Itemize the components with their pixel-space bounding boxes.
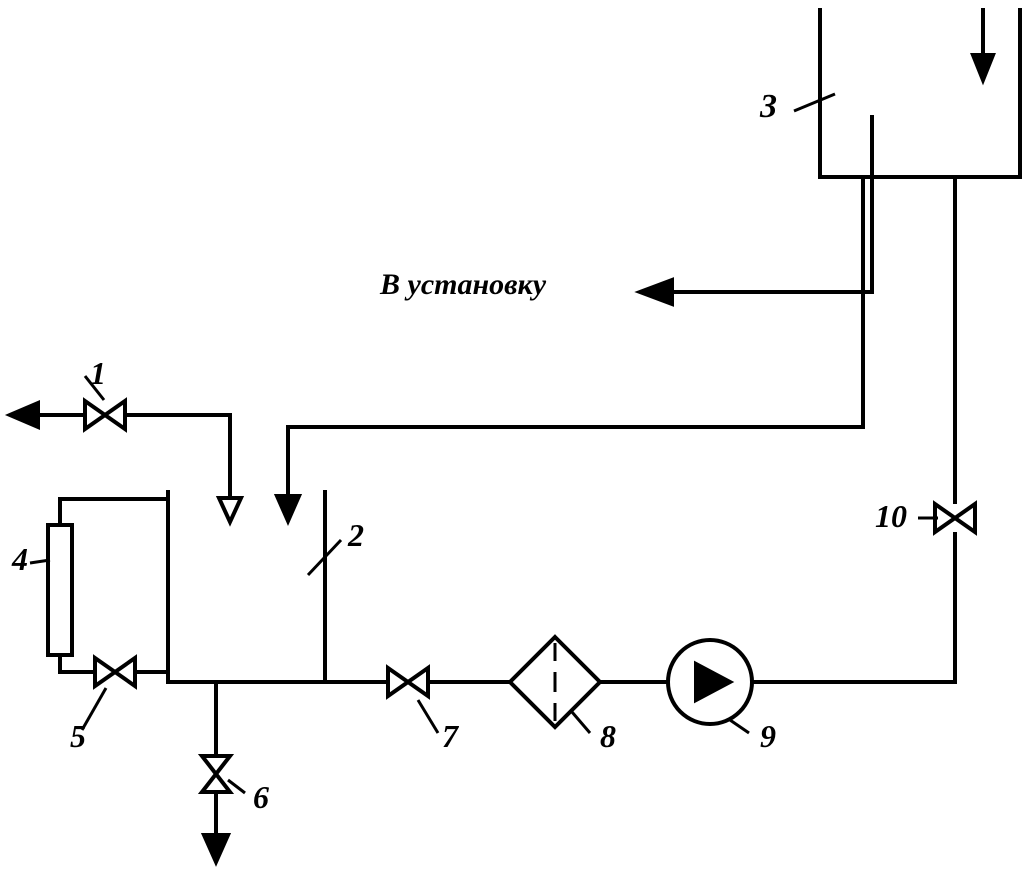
label-8: 8 xyxy=(600,718,616,755)
valve-7 xyxy=(388,668,428,696)
filter-8 xyxy=(510,637,600,727)
flow-text: В установку xyxy=(380,268,546,302)
label-5: 5 xyxy=(70,718,86,755)
tank-3 xyxy=(820,8,1020,177)
column-4 xyxy=(48,525,72,655)
label-7: 7 xyxy=(442,718,458,755)
label-9: 9 xyxy=(760,718,776,755)
label-4: 4 xyxy=(12,541,28,578)
valve-6 xyxy=(202,756,230,792)
tank-2 xyxy=(168,490,325,682)
valve-1 xyxy=(85,401,125,429)
label-3: 3 xyxy=(760,88,777,126)
valve-5 xyxy=(95,658,135,686)
schematic-diagram xyxy=(0,0,1033,870)
valve-10 xyxy=(935,504,975,532)
label-10: 10 xyxy=(875,498,907,535)
label-1: 1 xyxy=(90,355,106,392)
label-6: 6 xyxy=(253,779,269,816)
pump-9 xyxy=(668,640,752,724)
label-2: 2 xyxy=(348,517,364,554)
